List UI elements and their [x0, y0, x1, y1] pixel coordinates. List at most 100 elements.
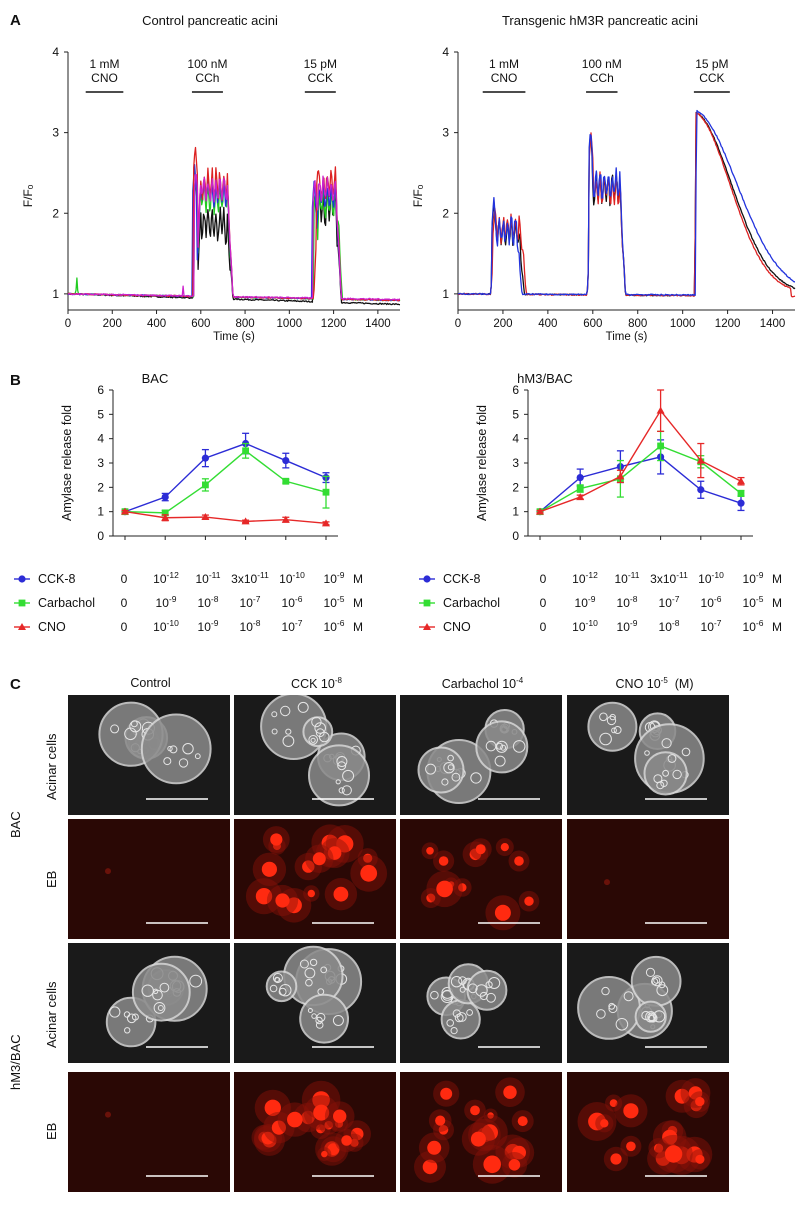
data-point-CNO — [121, 507, 129, 515]
legend-label-CNO: CNO — [38, 620, 66, 634]
stimulus-label: 100 nM — [582, 57, 622, 71]
dose-label: 0 — [540, 620, 547, 634]
y-tick-label: 5 — [512, 407, 519, 421]
dose-label: 10-12 — [153, 570, 179, 586]
data-point-CCK-8 — [576, 474, 584, 482]
data-point-CNO — [616, 472, 625, 480]
legend-marker-CCK-8 — [423, 575, 431, 583]
panel-letter-a: A — [10, 12, 21, 29]
calcium-trace-chart-transgenic: 1 2 3 4 0 200 400 600 800 1000 1200 1400 Time (s) F/F… — [411, 45, 796, 343]
dose-label: 10-9 — [617, 618, 638, 634]
y-tick-label: 0 — [97, 529, 104, 543]
y-tick-label: 3 — [442, 126, 449, 140]
data-point-CNO — [322, 519, 330, 527]
dose-label: 10-7 — [240, 594, 261, 610]
dose-table-right: CCK-8 0 10-12 10-11 3x10-11 10-10 10-9 M Carbach… — [419, 570, 782, 634]
legend-label-CCK-8: CCK-8 — [443, 572, 481, 586]
data-point-CNO — [696, 456, 705, 464]
dose-label: 10-7 — [659, 594, 680, 610]
chart-title-control: Control pancreatic acini — [142, 13, 278, 28]
dose-label: 0 — [121, 572, 128, 586]
group-label-bac: BAC — [8, 811, 23, 838]
micro-column-title-carbachol: Carbachol 10-4 — [441, 676, 524, 692]
acinar-micrograph-bac-carbachol — [400, 695, 562, 815]
series-line-CNO — [539, 409, 742, 513]
y-tick-label: 1 — [52, 287, 59, 301]
series-line-CNO — [124, 510, 327, 525]
stimulus-label: 15 pM — [695, 57, 728, 71]
dose-label: 0 — [121, 596, 128, 610]
dose-label: 10-8 — [240, 618, 261, 634]
dose-label: 10-9 — [575, 594, 596, 610]
x-tick-label: 1000 — [277, 318, 303, 330]
micro-column-title-control: Control — [130, 676, 171, 690]
stimulus-label: CCK — [699, 71, 724, 85]
dose-label: 10-5 — [324, 594, 345, 610]
eb-micrograph-hm3bac-control — [68, 1072, 230, 1192]
stimulus-label: CCK — [308, 71, 333, 85]
data-point-CCK-8 — [282, 456, 290, 465]
data-point-Carbachol — [242, 447, 249, 455]
x-tick-label: 0 — [65, 318, 71, 330]
dose-label: 0 — [540, 596, 547, 610]
y-axis-label: Amylase release fold — [60, 405, 74, 521]
x-axis-label: Time (s) — [606, 331, 648, 343]
dose-label: 10-9 — [198, 618, 219, 634]
row-label-acinar-hm3bac: Acinar cells — [44, 981, 59, 1048]
y-tick-label: 3 — [97, 456, 104, 470]
dose-label: 10-8 — [617, 594, 638, 610]
y-tick-label: 6 — [512, 383, 519, 397]
dose-label: 10-6 — [701, 594, 722, 610]
y-tick-label: 4 — [52, 45, 59, 59]
data-point-Carbachol — [737, 490, 745, 497]
legend-label-Carbachol: Carbachol — [443, 596, 500, 610]
y-axis-label: F/Fₒ — [411, 184, 425, 207]
row-label-acinar-bac: Acinar cells — [44, 733, 59, 800]
dose-label: 10-9 — [743, 570, 764, 586]
eb-micrograph-bac-control — [68, 819, 230, 939]
dose-label: 10-7 — [701, 618, 722, 634]
acinar-micrograph-hm3bac-carbachol — [400, 943, 562, 1063]
dose-table-left: CCK-8 0 10-12 10-11 3x10-11 10-10 10-9 M Carbach… — [14, 570, 363, 634]
stimulus-label: CCh — [590, 71, 614, 85]
dose-label: 10-6 — [324, 618, 345, 634]
legend-label-CCK-8: CCK-8 — [38, 572, 76, 586]
dose-unit: M — [353, 620, 363, 634]
eb-micrograph-bac-cck — [234, 819, 396, 939]
stimulus-label: 15 pM — [304, 57, 337, 71]
legend-marker-CCK-8 — [18, 575, 26, 583]
row-label-eb-bac: EB — [44, 870, 59, 888]
dose-label: 10-12 — [572, 570, 598, 586]
dose-unit: M — [772, 620, 782, 634]
data-point-CCK-8 — [737, 499, 745, 507]
x-tick-label: 800 — [235, 318, 254, 330]
dose-unit: M — [772, 572, 782, 586]
stimulus-label: CCh — [195, 71, 219, 85]
data-point-CCK-8 — [161, 493, 169, 501]
x-tick-label: 1200 — [321, 318, 347, 330]
data-point-CNO — [737, 477, 745, 485]
y-tick-label: 5 — [97, 407, 104, 421]
amylase-chart-hm3bac: 0 1 2 3 4 5 6 Amylase release fold — [475, 383, 753, 543]
trace-line-cell-red — [67, 146, 401, 302]
data-point-CNO — [281, 515, 290, 523]
stimulus-label: 1 mM — [90, 57, 120, 71]
y-tick-label: 2 — [512, 480, 519, 494]
y-tick-label: 4 — [97, 432, 104, 446]
dose-label: 10-10 — [572, 618, 598, 634]
data-point-Carbachol — [282, 477, 290, 485]
stimulus-label: 100 nM — [187, 57, 227, 71]
x-axis-label: Time (s) — [213, 331, 255, 343]
amylase-chart-bac: 0 1 2 3 4 5 6 Amylase release fold — [60, 383, 338, 543]
trace-line-cell-green — [68, 178, 401, 302]
dose-label: 10-8 — [198, 594, 219, 610]
y-tick-label: 6 — [97, 383, 104, 397]
data-point-CCK-8 — [201, 454, 209, 462]
dose-label: 10-10 — [698, 570, 724, 586]
acinar-micrograph-hm3bac-cck — [234, 943, 396, 1063]
legend-marker-CNO — [18, 623, 26, 630]
chart-title-hm3bac: hM3/BAC — [517, 371, 573, 386]
series-line-Carbachol — [124, 449, 327, 514]
trace-line-cell-black — [67, 179, 401, 306]
row-label-eb-hm3bac: EB — [44, 1122, 59, 1140]
